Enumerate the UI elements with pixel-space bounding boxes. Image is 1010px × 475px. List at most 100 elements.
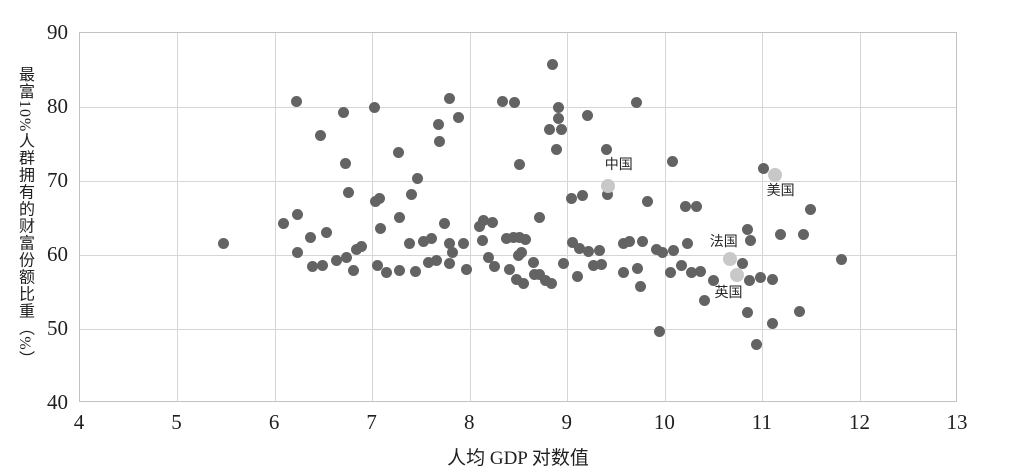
data-point [682, 237, 694, 249]
data-point [556, 124, 568, 136]
data-point [798, 228, 810, 240]
y-tick-label: 50 [47, 316, 68, 340]
data-point [566, 193, 578, 205]
data-point [545, 277, 557, 289]
data-point [794, 305, 806, 317]
data-point [404, 238, 416, 250]
data-point [667, 245, 679, 257]
data-point [552, 113, 564, 125]
y-tick-label: 40 [47, 390, 68, 414]
data-point [513, 231, 525, 243]
x-tick-label: 7 [366, 410, 377, 434]
data-point [483, 252, 495, 264]
gridline-x-5 [177, 33, 179, 401]
data-point [758, 162, 770, 174]
y-tick-label: 60 [47, 242, 68, 266]
data-point [473, 220, 485, 232]
data-point [546, 59, 558, 71]
data-point [741, 224, 753, 236]
data-point [457, 238, 469, 250]
data-point [393, 265, 405, 277]
gridline-x-12 [859, 33, 861, 401]
data-point [617, 237, 629, 249]
highlight-point-英国 [729, 267, 744, 282]
data-point [518, 277, 530, 289]
data-point [680, 201, 692, 213]
data-point [439, 217, 451, 229]
data-point [691, 201, 703, 213]
gridline-y-80 [80, 106, 956, 108]
data-point [306, 260, 318, 272]
data-point [503, 263, 515, 275]
data-point [630, 97, 642, 109]
data-point [686, 266, 698, 278]
data-point [347, 265, 359, 277]
data-point [602, 188, 614, 200]
data-point [339, 158, 351, 170]
data-point [631, 262, 643, 274]
data-point [755, 271, 767, 283]
x-tick-label: 4 [73, 410, 85, 434]
gridline-x-9 [567, 33, 569, 401]
data-point [321, 227, 333, 239]
data-point [315, 130, 327, 142]
highlight-point-美国 [767, 168, 782, 183]
data-point [356, 240, 368, 252]
data-point [217, 238, 229, 250]
data-point [444, 93, 456, 105]
data-point [743, 274, 755, 286]
data-point [836, 253, 848, 265]
x-tick-label: 10 [653, 410, 675, 434]
data-point [331, 254, 343, 266]
gridline-x-10 [664, 33, 666, 401]
data-point [741, 307, 753, 319]
data-point [508, 97, 520, 109]
gridline-x-11 [762, 33, 764, 401]
data-point [444, 258, 456, 270]
data-point [340, 251, 352, 263]
data-point [653, 325, 665, 337]
data-point [434, 135, 446, 147]
x-tick-label: 6 [268, 410, 280, 434]
data-point [553, 102, 565, 114]
data-point [453, 111, 464, 123]
data-point [520, 233, 532, 245]
data-point [444, 238, 456, 250]
data-point [596, 259, 608, 271]
data-point [317, 259, 329, 271]
data-point [278, 218, 290, 230]
x-axis-title: 人均 GDP 对数值 [447, 448, 589, 469]
data-point [676, 259, 688, 271]
data-point [805, 204, 817, 216]
gridline-x-7 [372, 33, 374, 401]
data-point [567, 236, 579, 248]
data-point [572, 270, 584, 282]
data-point [496, 96, 508, 108]
data-point [744, 235, 756, 247]
data-point [478, 215, 490, 227]
x-tick-label: 5 [171, 410, 182, 434]
data-point [425, 233, 437, 245]
data-point [698, 294, 710, 306]
data-point [304, 232, 316, 244]
data-point [292, 208, 304, 220]
data-point [392, 147, 404, 159]
data-point [374, 222, 386, 234]
data-point [635, 281, 647, 293]
data-point [422, 256, 434, 268]
highlight-point-法国 [722, 251, 737, 266]
x-tick-label: 12 [848, 410, 870, 434]
data-point [533, 268, 545, 280]
data-point [642, 196, 654, 208]
y-axis-title: 最富10%人群拥有的财富份额比重（%） [16, 66, 33, 368]
highlight-point-中国 [600, 179, 615, 194]
data-point [487, 216, 499, 228]
data-point [617, 266, 629, 278]
data-point [516, 246, 528, 258]
data-point [507, 231, 519, 243]
gridline-x-8 [469, 33, 471, 401]
data-point [412, 173, 424, 185]
data-point [750, 339, 762, 351]
point-label-中国: 中国 [604, 158, 633, 174]
